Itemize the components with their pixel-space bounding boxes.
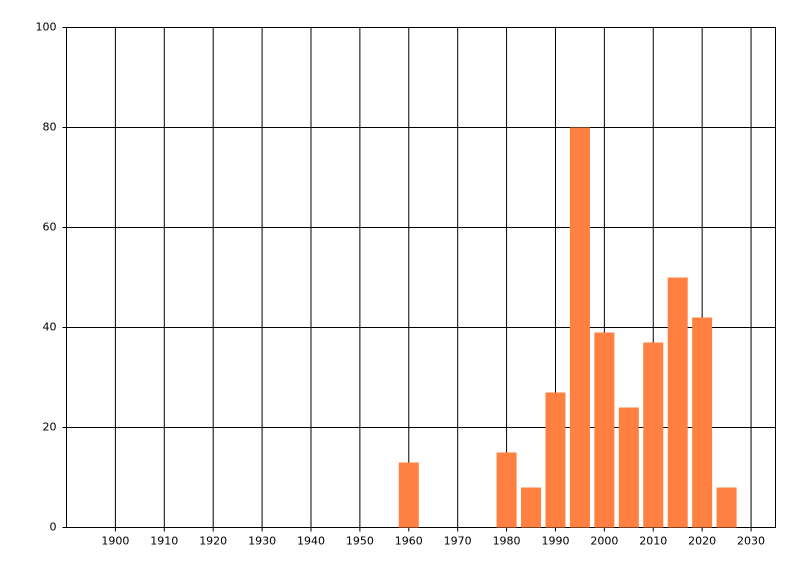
y-tick-label: 60 [43,221,57,234]
y-tick-label: 20 [43,421,57,434]
bar [569,127,590,528]
y-tick-label: 80 [43,121,57,134]
x-tick-label: 1980 [493,535,521,548]
bar [692,317,713,528]
x-tick-label: 1910 [150,535,178,548]
x-tick-label: 1900 [101,535,129,548]
x-tick-label: 2000 [590,535,618,548]
y-tick-label: 0 [50,521,57,534]
bar [545,392,566,528]
x-tick-label: 1930 [248,535,276,548]
bar [521,487,542,528]
bar [643,342,664,528]
x-tick-label: 1990 [541,535,569,548]
bar [716,487,737,528]
bar [594,332,615,528]
y-tick-label: 100 [36,21,57,34]
bar [496,452,517,528]
bar [398,462,419,528]
x-tick-label: 2020 [688,535,716,548]
x-tick-label: 1950 [346,535,374,548]
x-tick-label: 1920 [199,535,227,548]
x-tick-label: 1960 [395,535,423,548]
y-tick-label: 40 [43,321,57,334]
x-tick-label: 2010 [639,535,667,548]
x-tick-label: 1970 [444,535,472,548]
x-tick-label: 1940 [297,535,325,548]
x-tick-label: 2030 [737,535,765,548]
bar [618,407,639,528]
bar [667,277,688,528]
